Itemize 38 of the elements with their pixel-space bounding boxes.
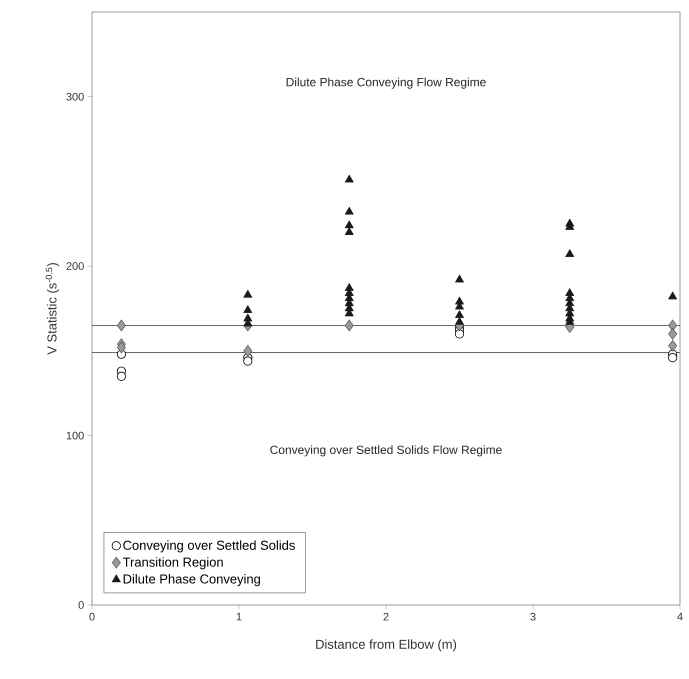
point [668, 328, 678, 340]
point [668, 291, 678, 300]
point [344, 206, 354, 215]
legend-label: Dilute Phase Conveying [124, 574, 260, 586]
point [668, 340, 678, 352]
legend-label: Transition Region [122, 557, 223, 570]
point [668, 353, 678, 362]
point [454, 329, 464, 339]
point [344, 227, 354, 235]
point [243, 290, 252, 298]
point [243, 345, 252, 357]
point [344, 220, 354, 228]
point [116, 342, 126, 354]
y-tick-label: 100 [66, 432, 84, 440]
annotation: Conveying over Settled Solids Flow Regime [270, 445, 502, 456]
y-tick-label: 0 [78, 601, 84, 609]
point [243, 304, 252, 313]
x-tick-label: 4 [677, 612, 683, 620]
x-axis-title: Distance from Elbow (m) [316, 639, 456, 652]
annotation: Dilute Phase Conveying Flow Regime [286, 78, 486, 89]
point [454, 274, 464, 282]
point [116, 320, 126, 332]
point [243, 356, 252, 366]
x-tick-label: 2 [384, 612, 389, 620]
point [454, 310, 464, 318]
point [116, 372, 126, 381]
legend-label: Conveying over Settled Solids [123, 540, 295, 552]
x-tick-label: 1 [236, 612, 242, 620]
point [668, 320, 678, 332]
y-axis-title: V Statistic (s$^{-0.5}$) [46, 263, 60, 355]
y-tick-label: 300 [66, 92, 84, 101]
point [565, 249, 574, 257]
x-tick-label: 3 [530, 612, 536, 621]
point [454, 316, 464, 325]
y-tick-label: 200 [66, 262, 84, 270]
point [344, 320, 354, 332]
x-tick-label: 0 [89, 612, 95, 621]
point [344, 174, 354, 182]
